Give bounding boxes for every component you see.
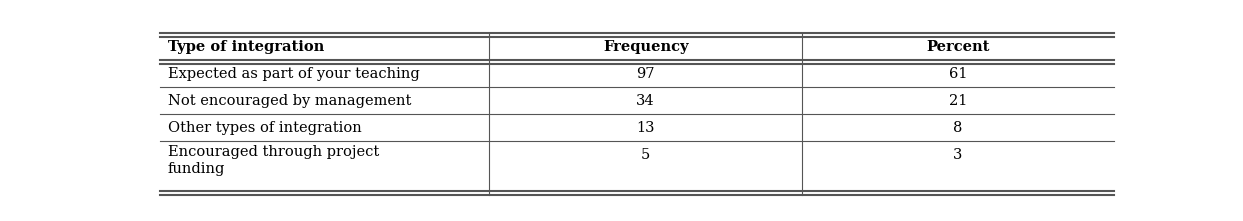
Text: Type of integration: Type of integration bbox=[168, 40, 324, 54]
Text: 13: 13 bbox=[636, 121, 655, 135]
Text: 34: 34 bbox=[636, 94, 655, 108]
Text: 5: 5 bbox=[641, 148, 650, 162]
Text: 61: 61 bbox=[948, 67, 967, 81]
Text: Percent: Percent bbox=[926, 40, 989, 54]
Text: 8: 8 bbox=[953, 121, 962, 135]
Text: 3: 3 bbox=[953, 148, 962, 162]
Text: Frequency: Frequency bbox=[603, 40, 689, 54]
Text: 97: 97 bbox=[636, 67, 655, 81]
Text: 21: 21 bbox=[948, 94, 967, 108]
Text: Other types of integration: Other types of integration bbox=[168, 121, 362, 135]
Text: Expected as part of your teaching: Expected as part of your teaching bbox=[168, 67, 420, 81]
Text: Not encouraged by management: Not encouraged by management bbox=[168, 94, 411, 108]
Text: Encouraged through project
funding: Encouraged through project funding bbox=[168, 145, 379, 176]
